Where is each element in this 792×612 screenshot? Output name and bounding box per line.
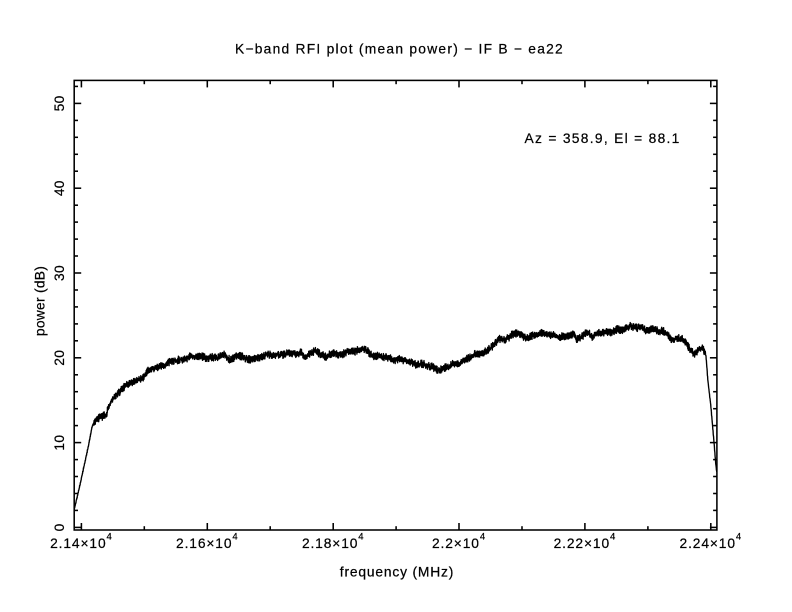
svg-text:2.18×104: 2.18×104 (302, 532, 365, 552)
svg-text:0: 0 (52, 523, 67, 531)
svg-text:10: 10 (52, 435, 67, 451)
svg-text:2.22×104: 2.22×104 (554, 532, 617, 552)
svg-text:2.16×104: 2.16×104 (176, 532, 239, 552)
svg-text:2.2×104: 2.2×104 (432, 532, 486, 552)
svg-text:50: 50 (52, 95, 67, 111)
svg-text:2.24×104: 2.24×104 (680, 532, 743, 552)
svg-text:K−band RFI plot (mean power) −: K−band RFI plot (mean power) − IF B − ea… (235, 42, 564, 57)
svg-text:30: 30 (52, 265, 67, 281)
svg-text:power (dB): power (dB) (33, 266, 48, 336)
svg-text:2.14×104: 2.14×104 (50, 532, 113, 552)
svg-text:Az = 358.9, El = 88.1: Az = 358.9, El = 88.1 (525, 131, 681, 146)
svg-text:40: 40 (52, 180, 67, 196)
svg-text:20: 20 (52, 350, 67, 366)
svg-text:frequency (MHz): frequency (MHz) (340, 564, 454, 579)
